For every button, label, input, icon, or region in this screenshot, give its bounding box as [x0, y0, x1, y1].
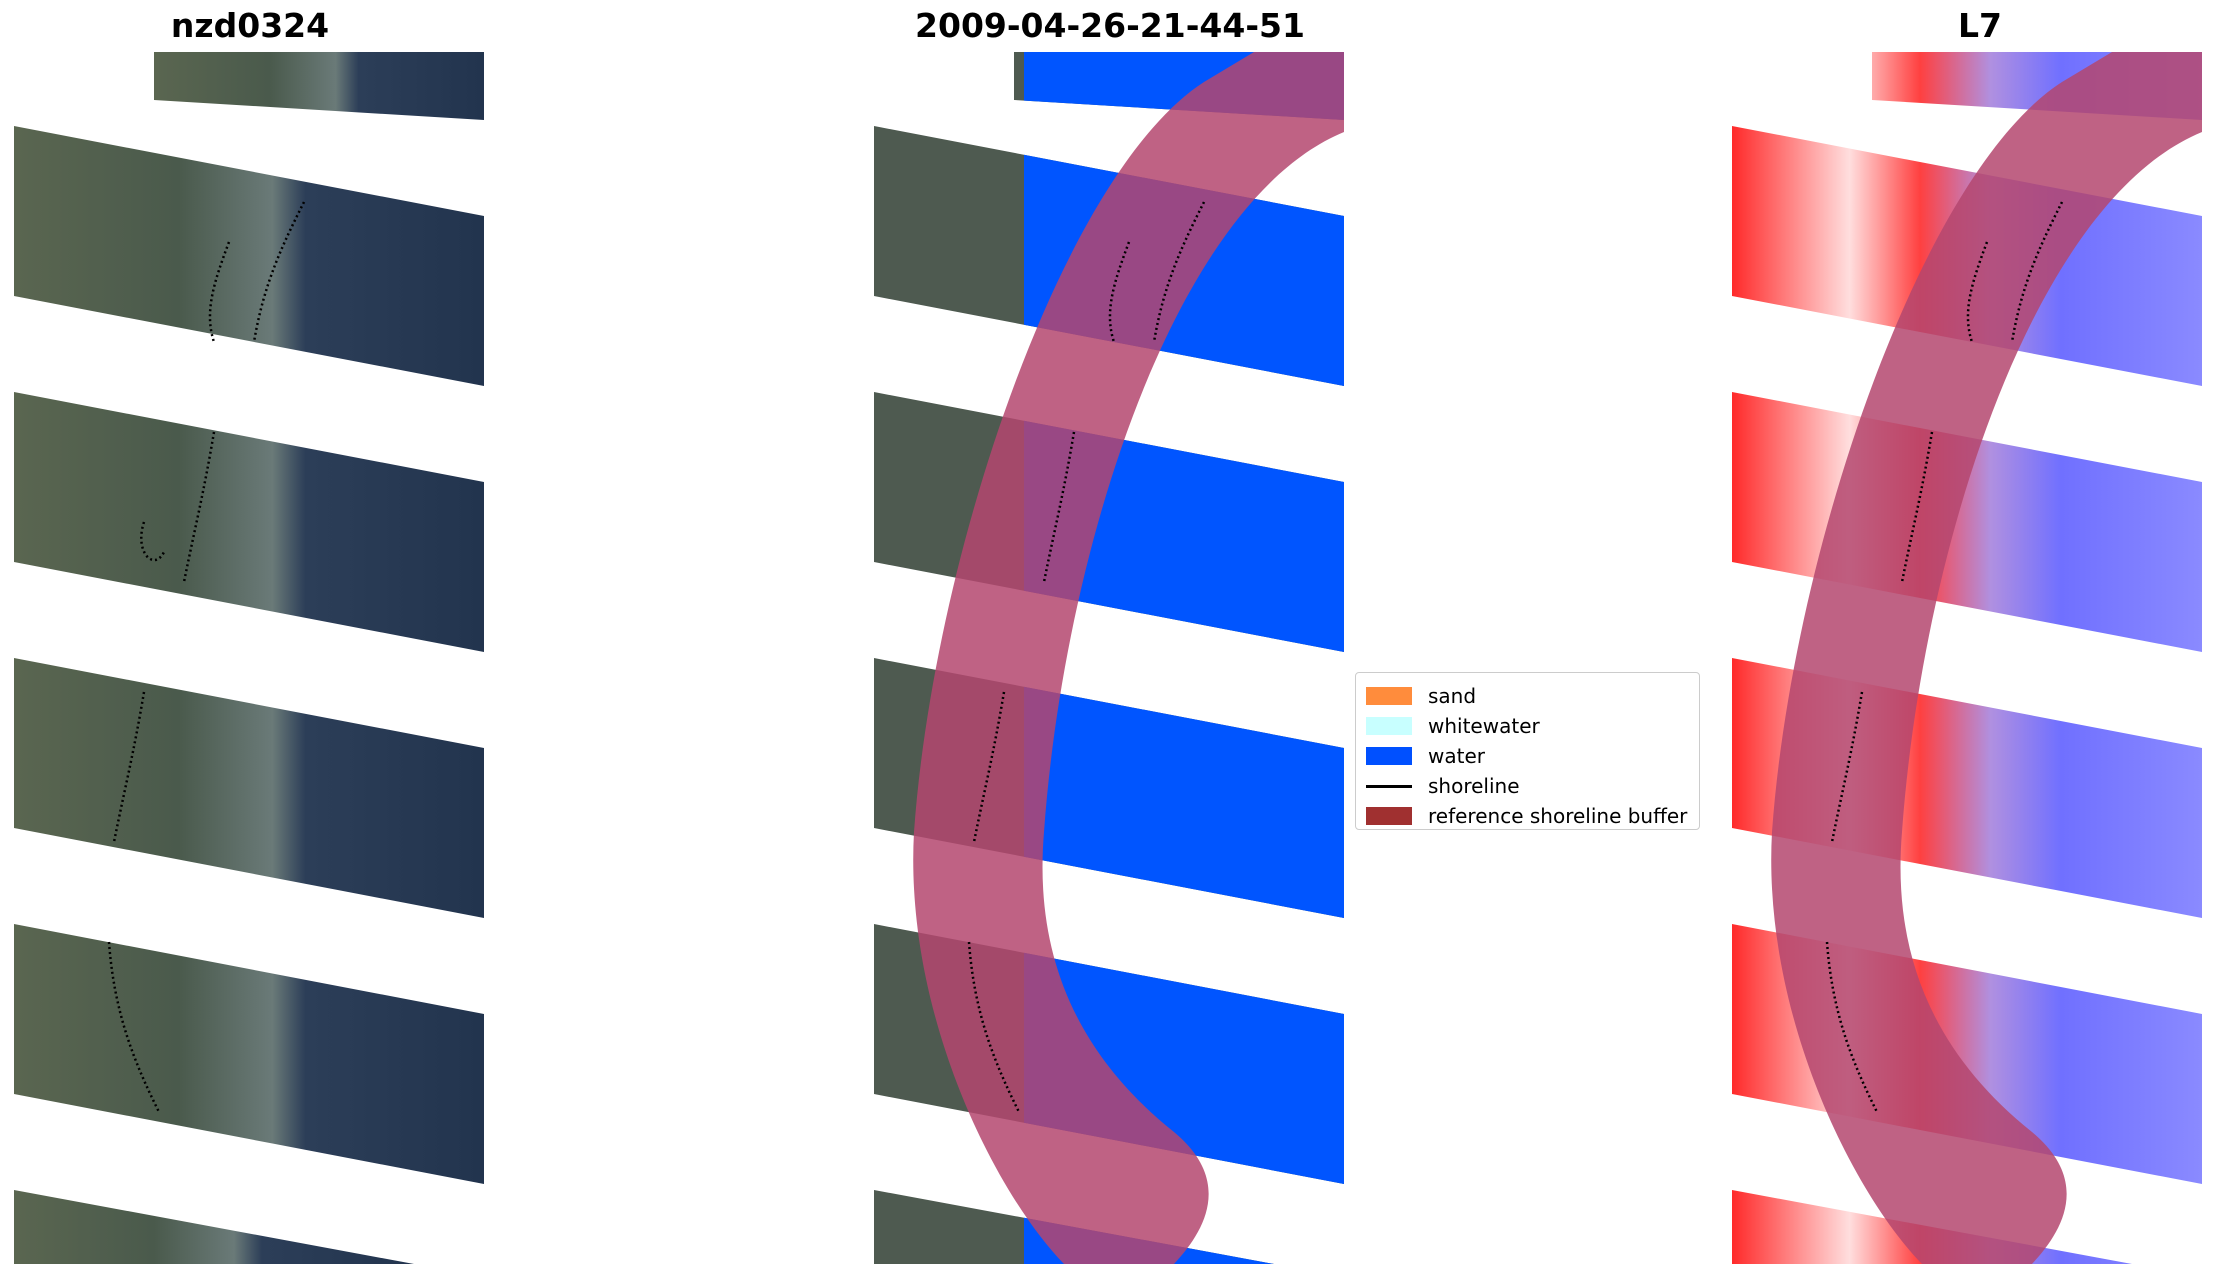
legend-swatch-water — [1366, 747, 1412, 765]
legend-item-buffer: reference shoreline buffer — [1366, 801, 1689, 831]
shoreline-traces-3 — [1825, 201, 2064, 1113]
shoreline-traces — [107, 201, 306, 1113]
legend-label-shoreline: shoreline — [1428, 774, 1520, 798]
reference-shoreline-buffer-index — [1771, 52, 2202, 1264]
shoreline-traces-2 — [967, 201, 1206, 1113]
reference-shoreline-buffer — [913, 52, 1344, 1264]
legend-swatch-shoreline — [1366, 784, 1412, 788]
legend-label-buffer: reference shoreline buffer — [1428, 804, 1688, 828]
legend-label-sand: sand — [1428, 684, 1477, 708]
legend-item-shoreline: shoreline — [1366, 771, 1689, 801]
legend-item-whitewater: whitewater — [1366, 711, 1689, 741]
legend-label-whitewater: whitewater — [1428, 714, 1540, 738]
rgb-image-panel — [14, 52, 484, 1264]
legend-swatch-whitewater — [1366, 717, 1412, 735]
legend: sand whitewater water shoreline referenc… — [1355, 672, 1700, 830]
panel-title-classified: 2009-04-26-21-44-51 — [915, 6, 1305, 45]
legend-swatch-sand — [1366, 687, 1412, 705]
index-image-panel — [1732, 52, 2202, 1264]
panel-title-index: L7 — [1958, 6, 2002, 45]
legend-item-sand: sand — [1366, 681, 1689, 711]
legend-item-water: water — [1366, 741, 1689, 771]
classified-image-panel — [874, 52, 1344, 1264]
legend-swatch-buffer — [1366, 807, 1412, 825]
panel-title-rgb: nzd0324 — [170, 6, 330, 45]
legend-label-water: water — [1428, 744, 1485, 768]
rgb-strips — [14, 52, 484, 1264]
